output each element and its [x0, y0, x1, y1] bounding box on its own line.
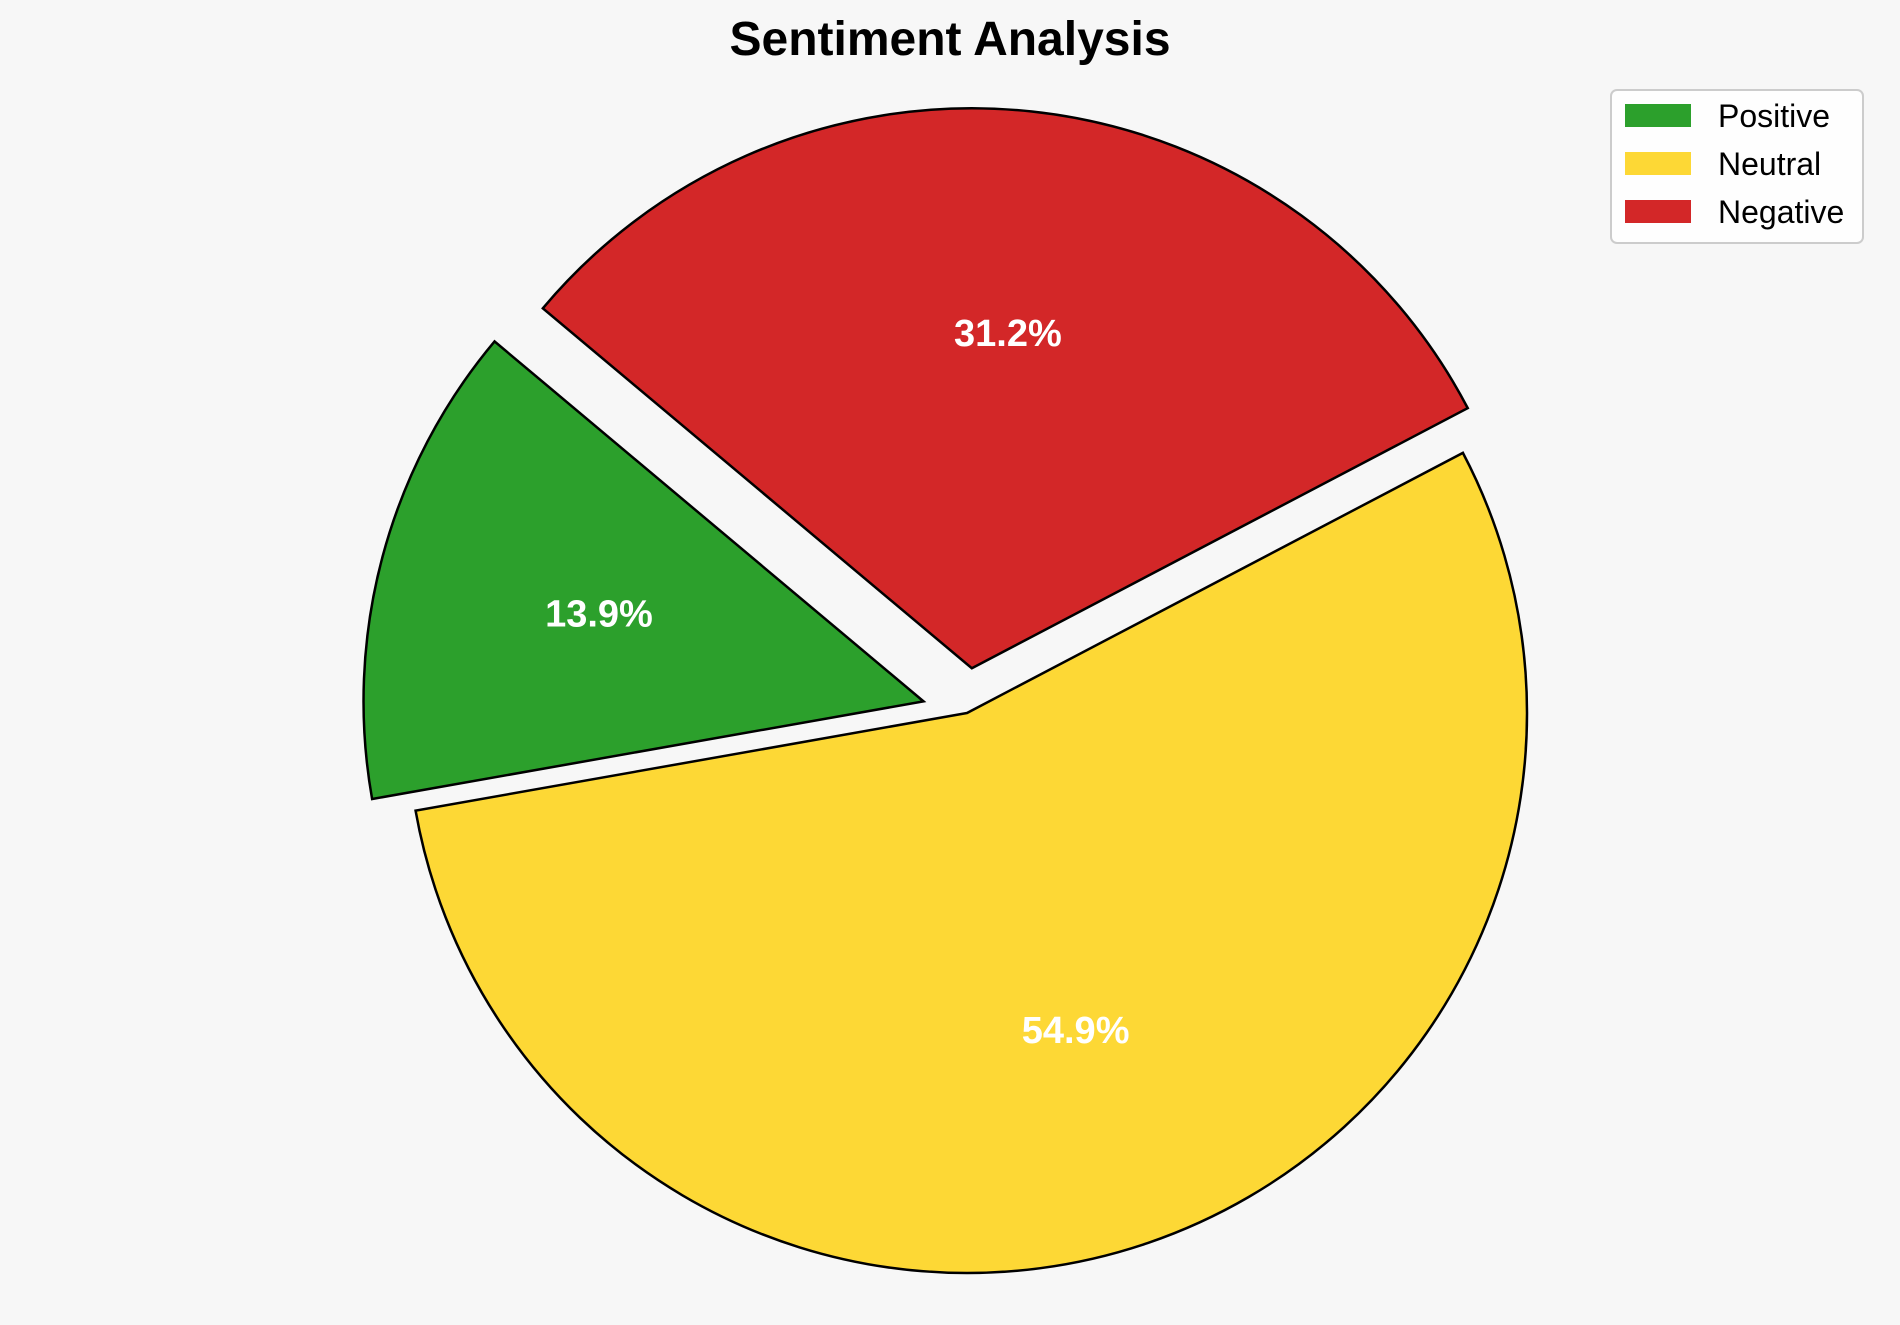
- legend-label-neutral: Neutral: [1718, 146, 1821, 182]
- pie-slices: [362, 107, 1529, 1275]
- pie-slice-negative: [541, 107, 1470, 670]
- pie-value-labels: 13.9% 54.9% 31.2%: [545, 313, 1129, 1052]
- legend-swatch-neutral: [1625, 152, 1691, 175]
- legend-label-positive: Positive: [1718, 98, 1830, 134]
- legend-label-negative: Negative: [1718, 194, 1844, 230]
- legend-swatch-negative: [1625, 200, 1691, 223]
- chart-title: Sentiment Analysis: [729, 13, 1170, 66]
- pie-slice-positive: [362, 339, 927, 801]
- chart-legend: Positive Neutral Negative: [1610, 89, 1864, 244]
- legend-swatch-positive: [1625, 104, 1691, 127]
- pie-label-negative: 31.2%: [954, 313, 1062, 355]
- pie-label-neutral: 54.9%: [1022, 1010, 1130, 1052]
- legend-items: Positive Neutral Negative: [1625, 98, 1844, 230]
- pie-slice-neutral: [414, 451, 1529, 1275]
- pie-label-positive: 13.9%: [545, 594, 653, 636]
